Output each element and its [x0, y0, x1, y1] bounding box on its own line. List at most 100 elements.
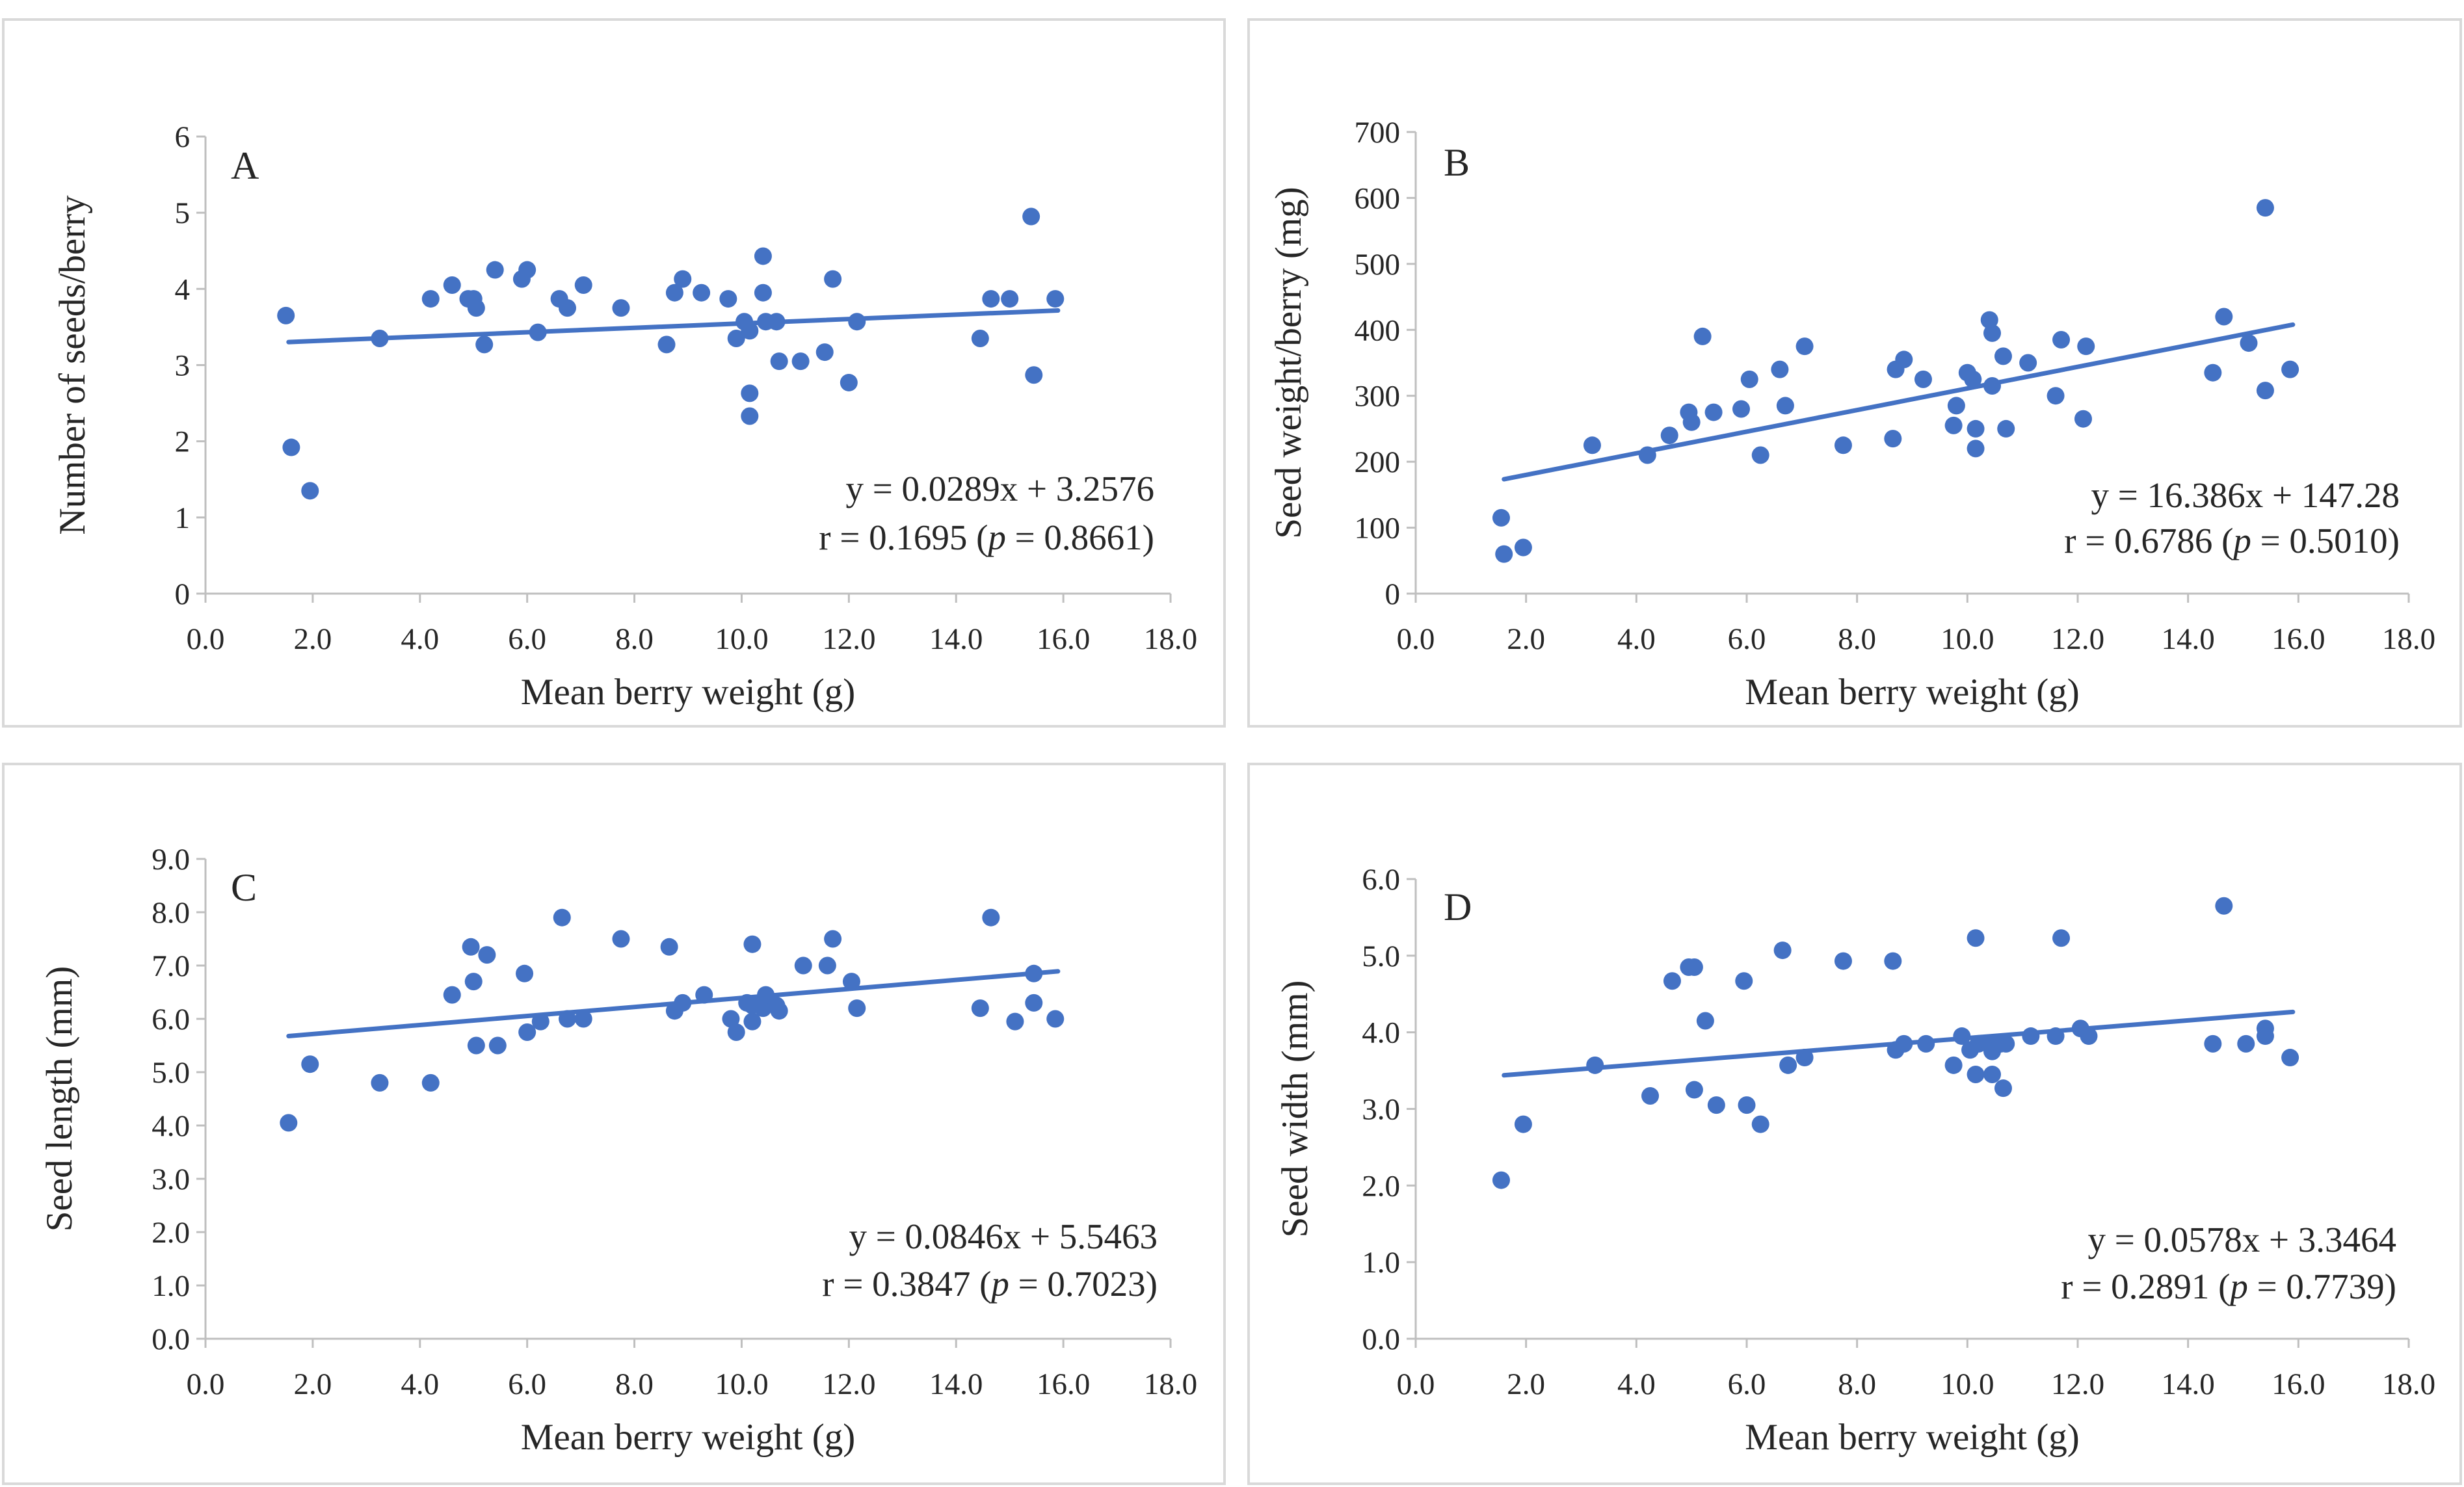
data-point	[1953, 1027, 1971, 1046]
data-point	[1693, 327, 1712, 345]
x-tick-label: 10.0	[1941, 1367, 1994, 1401]
data-point	[982, 290, 1000, 308]
data-point	[840, 373, 858, 391]
x-tick-label: 4.0	[401, 622, 439, 656]
x-tick-label: 4.0	[1617, 1367, 1656, 1401]
panel-border	[2, 763, 1226, 1485]
y-tick-label: 6.0	[152, 1003, 190, 1036]
data-point	[2022, 1027, 2040, 1046]
data-point	[657, 336, 676, 354]
data-point	[695, 986, 713, 1004]
data-point	[371, 329, 389, 347]
data-point	[2215, 897, 2233, 915]
data-point	[301, 482, 319, 500]
y-tick-label: 1	[175, 501, 191, 535]
data-point	[2240, 334, 2258, 352]
data-point	[518, 261, 537, 279]
x-tick-label: 6.0	[508, 1367, 546, 1401]
data-point	[2052, 929, 2071, 947]
p-value: = 0.5010)	[2251, 521, 2400, 560]
data-point	[277, 306, 295, 324]
regression-equation: y = 0.0578x + 3.3464	[2087, 1220, 2396, 1259]
data-point	[757, 986, 775, 1004]
data-point	[1967, 1065, 1985, 1083]
data-point	[612, 299, 630, 317]
y-tick-label: 5.0	[1362, 940, 1400, 973]
y-tick-label: 4	[175, 272, 191, 306]
data-point	[612, 930, 630, 948]
y-tick-label: 0.0	[1362, 1323, 1400, 1356]
data-point	[741, 322, 759, 340]
data-point	[754, 283, 772, 302]
x-axis-title: Mean berry weight (g)	[521, 1417, 855, 1458]
data-point	[1914, 370, 1932, 388]
data-point	[1685, 958, 1703, 977]
p-symbol: p	[2227, 1267, 2248, 1306]
data-point	[1917, 1034, 1935, 1053]
r-value: r = 0.3847 (	[822, 1264, 991, 1304]
data-point	[443, 276, 461, 294]
data-point	[1707, 1096, 1725, 1114]
data-point	[754, 247, 772, 265]
data-point	[531, 1012, 550, 1031]
data-point	[1983, 1065, 2002, 1083]
data-point	[1738, 1096, 1756, 1114]
y-tick-label: 700	[1355, 116, 1401, 150]
data-point	[1895, 1034, 1913, 1053]
y-tick-label: 300	[1355, 380, 1401, 414]
data-point	[674, 270, 692, 288]
data-point	[574, 276, 592, 294]
x-tick-label: 4.0	[1617, 622, 1656, 656]
data-point	[486, 261, 504, 279]
data-point	[1732, 400, 1751, 418]
data-point	[559, 299, 576, 317]
data-point	[462, 938, 480, 956]
x-tick-label: 2.0	[1507, 1367, 1545, 1401]
data-point	[1514, 1115, 1532, 1133]
r-value: r = 0.1695 (	[819, 518, 988, 557]
data-point	[1022, 207, 1040, 226]
y-tick-label: 6.0	[1362, 863, 1400, 897]
y-tick-label: 9.0	[152, 843, 190, 876]
data-point	[574, 1010, 592, 1028]
x-tick-label: 12.0	[2051, 1367, 2104, 1401]
p-value: = 0.8661)	[1006, 518, 1154, 557]
y-tick-label: 1.0	[152, 1269, 190, 1303]
y-tick-label: 4.0	[1362, 1016, 1400, 1050]
x-tick-label: 0.0	[187, 622, 225, 656]
r-value: r = 0.6786 (	[2064, 521, 2233, 560]
data-point	[1967, 440, 1985, 458]
data-point	[1495, 545, 1513, 563]
data-point	[529, 323, 547, 341]
data-point	[475, 336, 494, 354]
data-point	[301, 1055, 319, 1073]
x-axis-title: Mean berry weight (g)	[1745, 1417, 2079, 1458]
data-point	[660, 938, 678, 956]
y-tick-label: 100	[1355, 512, 1401, 546]
data-point	[1685, 1081, 1703, 1099]
data-point	[1980, 311, 1998, 329]
data-point	[2281, 1049, 2299, 1067]
data-point	[2204, 1034, 2222, 1053]
y-tick-label: 200	[1355, 445, 1401, 479]
x-tick-label: 2.0	[294, 1367, 332, 1401]
data-point	[1641, 1086, 1660, 1105]
data-point	[467, 299, 485, 317]
x-tick-label: 12.0	[822, 622, 875, 656]
x-tick-label: 0.0	[1397, 1367, 1435, 1401]
data-point	[770, 1002, 788, 1020]
y-tick-label: 3.0	[152, 1163, 190, 1196]
x-tick-label: 14.0	[2162, 1367, 2215, 1401]
data-point	[2077, 337, 2095, 356]
panel-D: 0.0 1.0 2.0 3.0 4.0 5.0 6.0 0.0 2.0 4.0 6.0 8.0 10.0…	[1247, 763, 2462, 1485]
data-point	[2215, 308, 2233, 326]
data-point	[741, 407, 759, 425]
data-point	[1025, 964, 1043, 982]
x-tick-label: 18.0	[2382, 622, 2435, 656]
data-point	[727, 1023, 745, 1041]
p-value: = 0.7023)	[1009, 1264, 1158, 1304]
data-point	[1025, 366, 1043, 384]
data-point	[1006, 1012, 1024, 1031]
data-point	[1997, 419, 2015, 438]
x-tick-label: 18.0	[2382, 1367, 2435, 1401]
